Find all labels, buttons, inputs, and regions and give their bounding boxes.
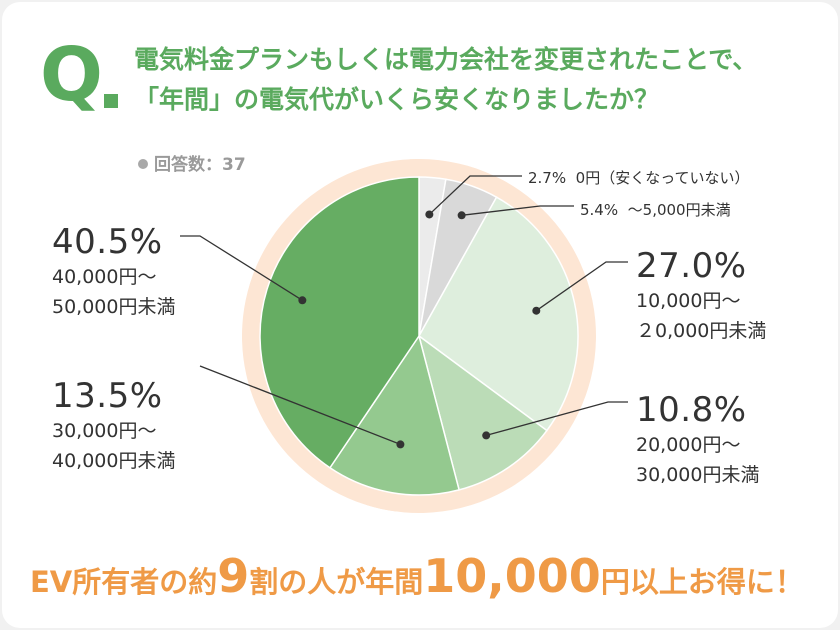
slice-1-range: ～5,000円未満 [627,201,731,219]
label-slice-3: 10.8% 20,000円～ 30,000円未満 [636,390,759,490]
conclusion-part-2: 割の人が年間 [249,565,424,599]
conclusion-big-1: 9 [217,549,250,603]
label-slice-1: 5.4% ～5,000円未満 [580,199,731,220]
pie-slice-4 [328,334,460,496]
bullet-icon [138,159,148,169]
slice-3-pct: 10.8% [636,390,747,430]
slice-2-range-1: 10,000円～ [636,290,741,312]
respondent-count-text: 回答数：37 [154,155,246,175]
slice-3-range-2: 30,000円未満 [636,464,760,486]
slice-0-pct: 2.7% [528,169,567,187]
leader-line-2 [535,261,628,312]
leader-line-1 [461,205,574,216]
slice-1-pct: 5.4% [580,201,619,219]
slice-5-range-2: 50,000円未満 [52,296,176,318]
conclusion-big-2: 10,000 [423,549,601,603]
label-slice-4: 13.5% 30,000円～ 40,000円未満 [52,376,175,476]
leader-dot-2 [532,306,541,315]
leader-dot-5 [298,296,307,305]
slice-2-pct: 27.0% [636,246,747,286]
leader-dot-1 [457,211,466,220]
conclusion-part-3: 円以上お得に！ [600,565,804,599]
slice-4-pct: 13.5% [52,376,163,416]
slice-0-range: 0円（安くなっていない） [575,169,750,187]
conclusion: EV所有者の約9割の人が年間10,000円以上お得に！ [30,548,810,610]
pie-slice-2 [418,196,579,432]
question-line-1: 電気料金プランもしくは電力会社を変更されたことで、 [134,45,758,74]
pie-slice-5 [259,176,420,469]
respondent-count: 回答数：37 [138,150,246,175]
conclusion-part-1: EV所有者の約 [30,565,218,599]
leader-line-4 [199,365,401,446]
label-slice-2: 27.0% 10,000円～ ２0,000円未満 [636,246,766,346]
pie-slice-3 [417,334,548,491]
slice-5-range-1: 40,000円～ [52,266,157,288]
slice-3-range-1: 20,000円～ [636,434,741,456]
slice-4-range-1: 30,000円～ [52,420,157,442]
slice-4-range-2: 40,000円未満 [52,450,176,472]
leader-line-0 [428,175,522,215]
q-mark: Q [40,32,103,118]
q-dot [104,94,118,108]
leader-dot-0 [425,210,434,219]
leader-line-3 [486,401,628,437]
slice-5-pct: 40.5% [52,222,163,262]
question-text: 電気料金プランもしくは電力会社を変更されたことで、 「年間」の電気代がいくら安く… [134,40,824,120]
leader-line-5 [180,235,303,301]
slice-2-range-2: ２0,000円未満 [636,320,767,342]
question-line-2: 「年間」の電気代がいくら安くなりましたか？ [134,85,660,114]
leader-dot-3 [482,431,491,440]
label-slice-0: 2.7% 0円（安くなっていない） [528,167,749,188]
leader-dot-4 [396,440,405,449]
label-slice-5: 40.5% 40,000円～ 50,000円未満 [52,222,175,322]
